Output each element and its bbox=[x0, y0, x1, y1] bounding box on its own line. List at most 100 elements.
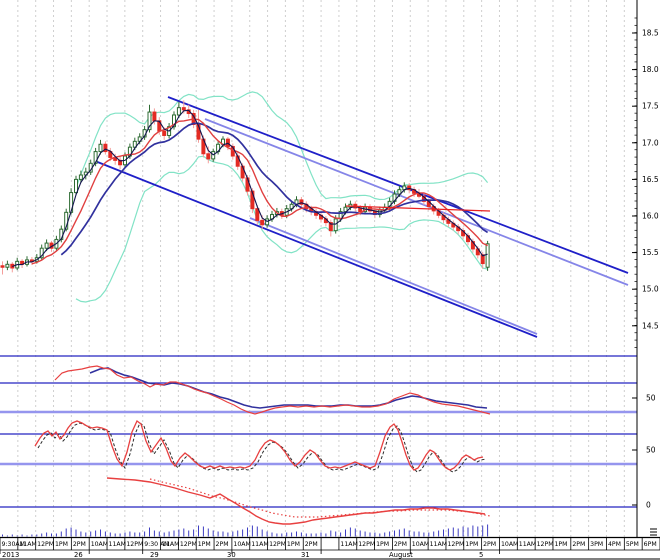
date-label[interactable]: 30 bbox=[227, 551, 236, 559]
date-label[interactable]: 5 bbox=[479, 551, 483, 559]
candle-down[interactable] bbox=[299, 199, 304, 205]
resistance-line-red[interactable] bbox=[345, 205, 491, 212]
time-cell-label[interactable]: 9:30AM bbox=[2, 541, 25, 548]
candle-up[interactable] bbox=[78, 174, 83, 180]
time-cell-label[interactable]: 1PM bbox=[55, 541, 68, 548]
candle-up[interactable] bbox=[147, 111, 152, 131]
candle-up[interactable] bbox=[397, 189, 402, 195]
time-cell-label[interactable]: 12PM bbox=[37, 541, 54, 548]
candle-down[interactable] bbox=[260, 219, 265, 226]
candle-up[interactable] bbox=[44, 242, 49, 249]
candle-down[interactable] bbox=[480, 254, 485, 265]
time-cell-label[interactable]: 2PM bbox=[305, 541, 318, 548]
time-cell-label[interactable]: 10AM bbox=[501, 541, 518, 548]
candle-down[interactable] bbox=[255, 208, 260, 221]
price-label: 14.5 bbox=[642, 321, 659, 330]
time-cell-label[interactable]: 3PM bbox=[590, 541, 603, 548]
candle-down[interactable] bbox=[162, 130, 167, 136]
time-cell-label[interactable]: 10AM bbox=[412, 541, 429, 548]
gridlines-layer bbox=[17, 0, 625, 537]
time-cell-label[interactable]: 1PM bbox=[287, 541, 300, 548]
time-cell-label[interactable]: 12PM bbox=[537, 541, 554, 548]
price-label: 18.5 bbox=[642, 29, 659, 38]
time-cell-label[interactable]: 11AM bbox=[109, 541, 126, 548]
date-label[interactable]: August bbox=[389, 551, 413, 559]
time-cell-label[interactable]: 4PM bbox=[608, 541, 621, 548]
price-label: 18.0 bbox=[642, 65, 659, 74]
candle-down[interactable] bbox=[328, 222, 333, 232]
time-cell-label[interactable]: 9:30 AM bbox=[144, 541, 169, 548]
time-cell-label[interactable]: 11AM bbox=[430, 541, 447, 548]
indicator-panels bbox=[34, 365, 491, 525]
time-cell-label[interactable]: 10AM bbox=[233, 541, 250, 548]
time-cell-label[interactable]: 2PM bbox=[73, 541, 86, 548]
panel2-signal-dashed bbox=[37, 422, 487, 473]
time-cell-label[interactable]: 12PM bbox=[269, 541, 286, 548]
candle-down[interactable] bbox=[181, 107, 186, 111]
candle-up[interactable] bbox=[343, 206, 348, 213]
time-cell-label[interactable]: 12PM bbox=[126, 541, 143, 548]
volume-strip bbox=[2, 524, 489, 537]
time-cell-label[interactable]: 11AM bbox=[340, 541, 357, 548]
price-label: 15.5 bbox=[642, 248, 659, 257]
sma-fast-dark bbox=[12, 109, 488, 268]
candle-up[interactable] bbox=[172, 114, 176, 128]
candle-up[interactable] bbox=[333, 218, 338, 232]
time-cell-label[interactable]: 12PM bbox=[180, 541, 197, 548]
time-cell-label[interactable]: 12PM bbox=[447, 541, 464, 548]
candle-up[interactable] bbox=[39, 247, 44, 259]
date-label[interactable]: 26 bbox=[74, 551, 83, 559]
date-label[interactable]: 29 bbox=[150, 551, 159, 559]
time-cell-label[interactable]: 1PM bbox=[465, 541, 478, 548]
candle-down[interactable] bbox=[103, 143, 108, 153]
candle-down[interactable] bbox=[152, 111, 157, 122]
time-cell-label[interactable]: 1PM bbox=[198, 541, 211, 548]
trend-channel-lines[interactable] bbox=[94, 96, 629, 338]
lower-channel-dark[interactable] bbox=[94, 160, 538, 338]
candle-up[interactable] bbox=[98, 143, 103, 153]
time-cell-label[interactable]: 6PM bbox=[644, 541, 657, 548]
time-cell-label[interactable]: 12PM bbox=[358, 541, 375, 548]
candle-up[interactable] bbox=[485, 243, 490, 268]
upper-channel-dark[interactable] bbox=[167, 96, 629, 274]
time-cell-label[interactable]: 2PM bbox=[394, 541, 407, 548]
date-label[interactable]: 2013 bbox=[2, 551, 19, 559]
candle-up[interactable] bbox=[176, 107, 181, 116]
lower-band bbox=[75, 155, 488, 303]
time-cell-label[interactable]: 11AM bbox=[519, 541, 536, 548]
time-cell-label[interactable]: 10AM bbox=[91, 541, 108, 548]
bollinger-bands bbox=[75, 91, 489, 303]
candle-down[interactable] bbox=[0, 265, 5, 268]
panel1-main-line bbox=[54, 365, 491, 415]
time-cell-label[interactable]: 2PM bbox=[572, 541, 585, 548]
lower-channel-light[interactable] bbox=[249, 217, 538, 335]
panel3-signal-dotted bbox=[149, 478, 491, 518]
sma-mid-red bbox=[31, 118, 488, 265]
time-cell-label[interactable]: 2PM bbox=[483, 541, 496, 548]
candle-up[interactable] bbox=[132, 140, 137, 148]
time-cell-label[interactable]: 5PM bbox=[626, 541, 639, 548]
time-cell-label[interactable]: 2PM bbox=[216, 541, 229, 548]
candle-down[interactable] bbox=[206, 153, 211, 160]
axes-layer: 18.5 18.0 17.5 17.0 16.5 16.0 15.5 15.0 14.5 50 50… bbox=[632, 0, 659, 538]
time-cell-label[interactable]: 1PM bbox=[554, 541, 567, 548]
date-label[interactable]: 31 bbox=[301, 551, 310, 559]
panel-scale-label: 50 bbox=[646, 446, 656, 455]
candle-down[interactable] bbox=[407, 185, 412, 191]
candle-up[interactable] bbox=[5, 263, 10, 268]
panel-scale-label: 0 bbox=[646, 501, 651, 510]
upper-band bbox=[75, 91, 489, 201]
sma-slow-navy bbox=[60, 122, 489, 256]
panel-scale-label: 50 bbox=[646, 394, 656, 403]
candle-up[interactable] bbox=[74, 178, 78, 194]
time-cell-label[interactable]: 1PM bbox=[376, 541, 389, 548]
panel3-macd-line bbox=[106, 477, 486, 525]
red-resistance-line[interactable] bbox=[345, 205, 491, 212]
time-cell-label[interactable]: 11AM bbox=[19, 541, 36, 548]
moving-average-lines bbox=[12, 109, 489, 268]
time-cell-label[interactable]: 11AM bbox=[251, 541, 268, 548]
time-cell-label[interactable]: 11AM bbox=[162, 541, 179, 548]
